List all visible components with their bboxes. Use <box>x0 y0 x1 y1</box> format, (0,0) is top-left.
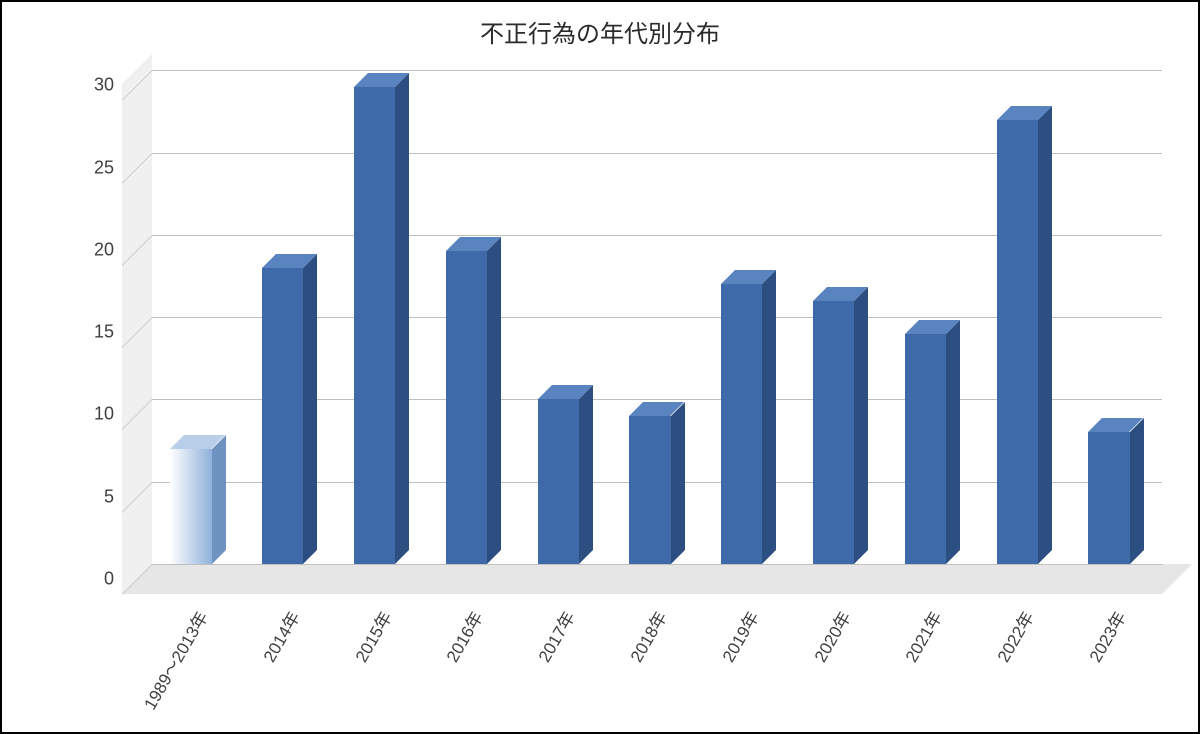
bar-front <box>721 284 762 564</box>
bar-front <box>538 399 579 564</box>
bar-side <box>854 287 868 564</box>
bar-front <box>997 120 1038 564</box>
x-tick-label: 2017年 <box>531 606 580 666</box>
plot-area: 051015202530 <box>122 54 1162 594</box>
bar-side <box>671 402 685 564</box>
bar <box>813 301 854 564</box>
x-tick-label: 2021年 <box>898 606 947 666</box>
x-tick-label: 2014年 <box>255 606 304 666</box>
y-tick-label: 0 <box>104 569 114 590</box>
bar <box>446 251 487 564</box>
plot-floor <box>122 564 1192 594</box>
x-tick-label: 2018年 <box>623 606 672 666</box>
y-tick-label: 15 <box>94 322 114 343</box>
bars-layer <box>152 54 1162 564</box>
bar-side <box>303 254 317 564</box>
bar <box>170 449 211 564</box>
y-tick-label: 20 <box>94 239 114 260</box>
bar <box>905 334 946 564</box>
bar <box>1088 432 1129 564</box>
y-tick-label: 25 <box>94 157 114 178</box>
bar <box>538 399 579 564</box>
bar-side <box>579 385 593 564</box>
bar <box>997 120 1038 564</box>
x-tick-label: 2020年 <box>806 606 855 666</box>
x-tick-label: 2023年 <box>1082 606 1131 666</box>
bar-front <box>262 268 303 564</box>
plot-side-wall <box>122 54 152 594</box>
bar <box>721 284 762 564</box>
bar-front <box>354 87 395 564</box>
bar-side <box>212 435 226 564</box>
bar-front <box>1088 432 1129 564</box>
x-tick-label: 2016年 <box>439 606 488 666</box>
bar-front <box>170 449 211 564</box>
bar-front <box>446 251 487 564</box>
x-tick-label: 2015年 <box>347 606 396 666</box>
chart-title: 不正行為の年代別分布 <box>2 14 1198 49</box>
bar-side <box>395 73 409 564</box>
y-tick-label: 5 <box>104 486 114 507</box>
x-axis-labels: 1989～2013年 2014年 2015年 2016年 2017年 2018年 2019年… <box>122 598 1162 718</box>
bar-side <box>1130 418 1144 564</box>
bar <box>354 87 395 564</box>
chart-frame: 不正行為の年代別分布 051015202530 1989～2013年2014年2… <box>0 0 1200 734</box>
bar-side <box>762 270 776 564</box>
x-tick-label: 2022年 <box>990 606 1039 666</box>
bar-front <box>905 334 946 564</box>
x-tick-label: 2019年 <box>714 606 763 666</box>
bar-side <box>487 237 501 564</box>
y-tick-label: 10 <box>94 404 114 425</box>
bar-side <box>1038 106 1052 564</box>
bar-front <box>629 416 670 564</box>
y-tick-label: 30 <box>94 75 114 96</box>
bar-front <box>813 301 854 564</box>
bar-side <box>946 320 960 564</box>
x-tick-label: 1989～2013年 <box>136 606 212 713</box>
bar <box>262 268 303 564</box>
bar <box>629 416 670 564</box>
gridline <box>152 564 1162 565</box>
